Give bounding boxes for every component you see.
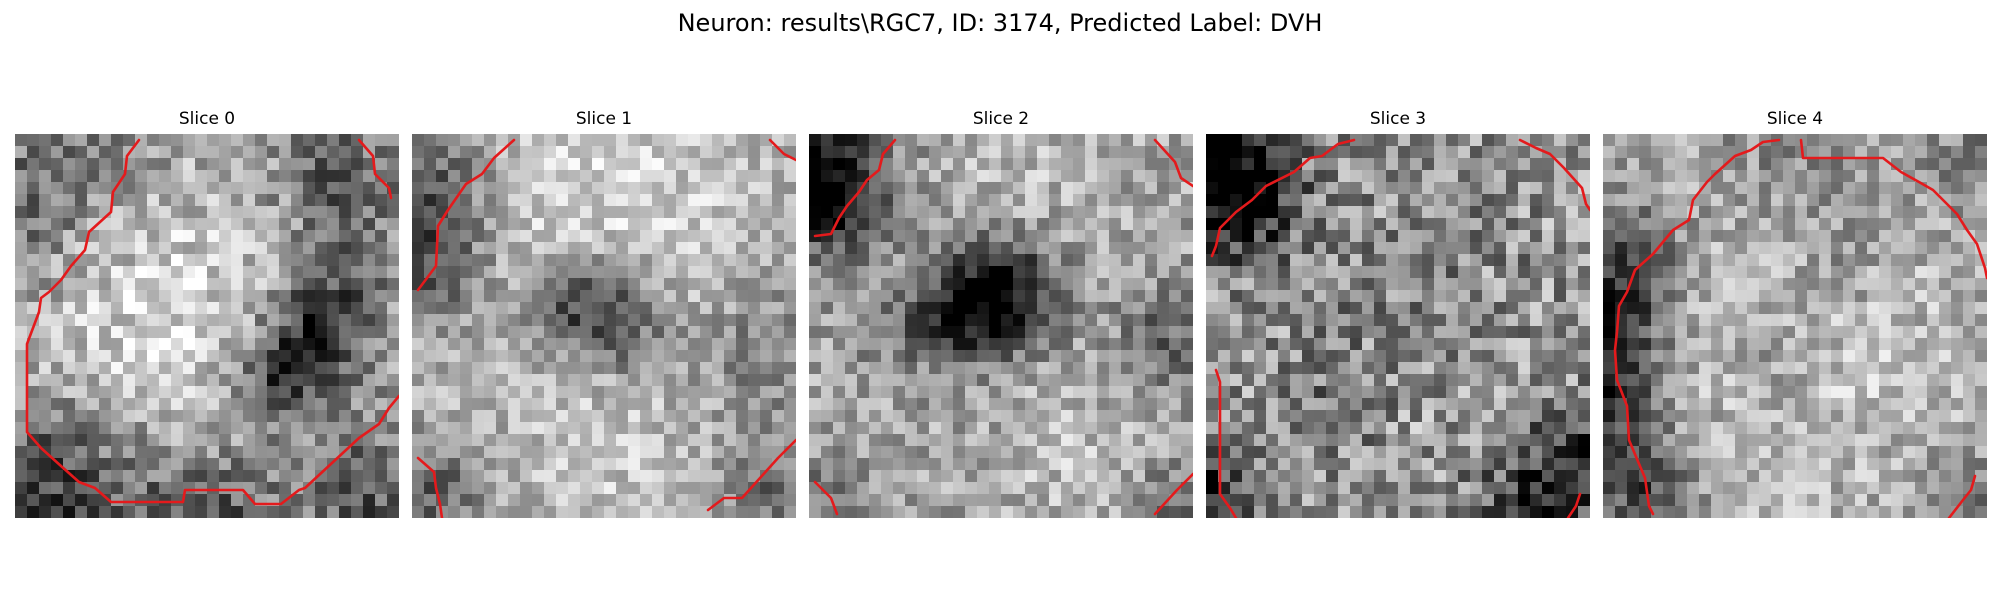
slice-4-image [1603, 134, 1987, 518]
slice-2-title: Slice 2 [809, 108, 1193, 130]
slice-1-svg [412, 134, 796, 518]
slice-1-title: Slice 1 [412, 108, 796, 130]
slice-3-image [1206, 134, 1590, 518]
slice-1-image [412, 134, 796, 518]
slice-4-title: Slice 4 [1603, 108, 1987, 130]
slice-2-svg [809, 134, 1193, 518]
slice-3-svg [1206, 134, 1590, 518]
slice-0-image [15, 134, 399, 518]
slice-0-title: Slice 0 [15, 108, 399, 130]
slice-2-image [809, 134, 1193, 518]
figure-title: Neuron: results\RGC7, ID: 3174, Predicte… [0, 6, 2000, 40]
slice-4-svg [1603, 134, 1987, 518]
slice-0-svg [15, 134, 399, 518]
slice-3-title: Slice 3 [1206, 108, 1590, 130]
